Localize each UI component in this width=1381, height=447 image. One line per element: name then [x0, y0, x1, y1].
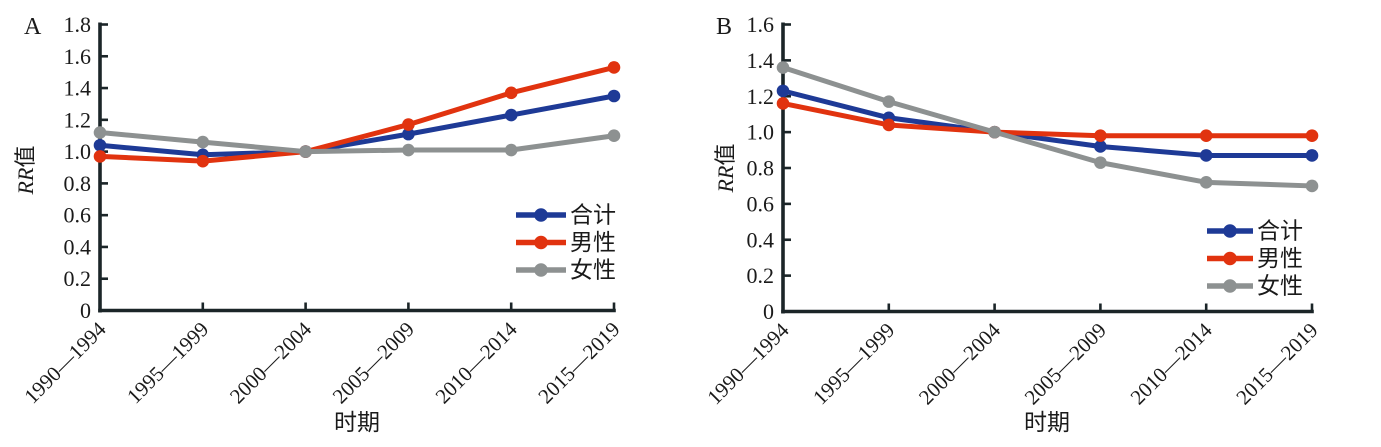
- series-point-total: [1305, 149, 1319, 162]
- series-point-female: [1094, 156, 1107, 169]
- series-line-male: [97, 64, 617, 164]
- legend-label-male: 男性: [1257, 246, 1303, 271]
- legend-item-female: 女性: [1207, 274, 1303, 299]
- y-tick-label: 1.4: [64, 76, 92, 101]
- panel-a-letter: A: [24, 14, 42, 40]
- y-tick-label: 0: [80, 298, 91, 323]
- series-point-male: [402, 118, 415, 131]
- panel-a-chart: 0 0.2 0.4 0.6 0.8 1.0 1.2 1.4 1.6 1.8 1990—1994 199…: [19, 12, 624, 409]
- legend-label-male: 男性: [570, 230, 616, 255]
- series-point-female: [1305, 179, 1319, 193]
- y-axis-title-rr: RR: [13, 167, 38, 195]
- panel-b-chart: 0 0.2 0.4 0.6 0.8 1.0 1.2 1.4 1.6 1990—1994 1995—1…: [702, 12, 1322, 410]
- legend-marker-total: [534, 208, 548, 222]
- series-point-female: [504, 143, 518, 157]
- series-point-total: [93, 138, 107, 152]
- y-tick-label: 1.6: [64, 44, 92, 69]
- series-point-total: [504, 108, 518, 122]
- legend-marker-female: [1223, 279, 1237, 293]
- legend-item-male: 男性: [1207, 246, 1303, 271]
- series-point-male: [504, 86, 518, 100]
- legend-item-total: 合计: [516, 203, 616, 228]
- y-tick-label: 0.8: [747, 156, 775, 181]
- series-point-female: [607, 129, 621, 143]
- y-axis-title-rr: RR: [713, 165, 738, 193]
- legend-marker-total: [1223, 224, 1237, 238]
- series-point-female: [196, 135, 210, 149]
- legend-marker-male: [1223, 251, 1237, 266]
- legend-label-female: 女性: [1257, 274, 1303, 299]
- series-line-male: [780, 100, 1315, 139]
- y-tick-label: 0.4: [64, 234, 92, 259]
- x-tick-label: 2000—2004: [914, 318, 1006, 410]
- panel-a-x-axis-title: 时期: [334, 410, 380, 435]
- series-point-female: [93, 126, 107, 139]
- series-point-male: [776, 97, 790, 110]
- series-point-male: [93, 150, 107, 163]
- legend-item-total: 合计: [1207, 219, 1303, 244]
- legend-marker-male: [534, 235, 548, 250]
- x-tick-label: 1990—1994: [702, 318, 794, 410]
- series-point-female: [402, 143, 415, 157]
- series-point-total: [776, 84, 790, 98]
- legend-item-female: 女性: [516, 258, 616, 283]
- y-tick-label: 1.0: [64, 139, 92, 164]
- x-tick-label: 1995—1999: [808, 318, 899, 409]
- y-tick-label: 0.2: [747, 263, 775, 288]
- panel-b-letter: B: [716, 14, 733, 40]
- legend-label-total: 合计: [570, 203, 616, 228]
- y-axis-title-cjk: 值: [713, 143, 738, 166]
- y-tick-label: 1.0: [747, 120, 775, 145]
- x-tick-label: 2010—2014: [1126, 318, 1218, 410]
- series-point-female: [299, 145, 312, 158]
- y-tick-label: 1.6: [747, 12, 775, 37]
- y-tick-label: 1.4: [747, 48, 775, 73]
- series-line-female: [780, 65, 1315, 189]
- panel-a-y-axis-title: RR值: [12, 130, 40, 210]
- series-point-female: [1199, 176, 1213, 189]
- series-point-total: [607, 89, 621, 103]
- x-tick-label: 1995—1999: [122, 317, 213, 408]
- x-tick-label: 2015—2019: [1231, 318, 1322, 409]
- x-tick-label: 2000—2004: [225, 317, 317, 409]
- y-tick-label: 1.8: [64, 12, 92, 37]
- series-point-total: [1199, 149, 1213, 162]
- legend-marker-female: [534, 263, 548, 277]
- y-tick-label: 0.8: [64, 171, 92, 196]
- y-tick-label: 1.2: [64, 107, 92, 132]
- x-tick-label: 2010—2014: [431, 317, 523, 409]
- series-line-female: [97, 130, 617, 155]
- series-point-male: [1305, 129, 1319, 143]
- series-point-male: [1199, 129, 1213, 143]
- legend-label-female: 女性: [570, 258, 616, 283]
- legend-label-total: 合计: [1257, 219, 1303, 244]
- y-tick-label: 1.2: [747, 84, 775, 109]
- series-point-female: [776, 61, 790, 74]
- y-tick-label: 0.6: [747, 191, 775, 216]
- x-tick-label: 2005—2009: [328, 317, 419, 408]
- y-tick-label: 0: [763, 299, 774, 324]
- legend-item-male: 男性: [516, 230, 616, 255]
- panel-b-x-axis-title: 时期: [1024, 410, 1070, 435]
- series-point-female: [882, 95, 896, 108]
- x-tick-label: 1990—1994: [19, 317, 111, 409]
- y-tick-label: 0.4: [747, 227, 775, 252]
- x-tick-label: 2015—2019: [533, 317, 624, 408]
- series-line-total: [780, 88, 1315, 158]
- series-point-male: [1094, 129, 1107, 143]
- y-axis-title-cjk: 值: [13, 145, 38, 168]
- y-tick-label: 0.6: [64, 203, 92, 228]
- series-point-male: [882, 118, 896, 132]
- x-tick-label: 2005—2009: [1020, 318, 1111, 409]
- series-point-male: [607, 61, 621, 74]
- series-line-total: [97, 93, 617, 158]
- series-point-total: [402, 127, 415, 141]
- series-point-male: [196, 154, 210, 168]
- series-point-total: [1094, 140, 1107, 153]
- panel-b-y-axis-title: RR值: [712, 128, 740, 208]
- series-point-female: [988, 125, 1001, 139]
- y-tick-label: 0.2: [64, 266, 92, 291]
